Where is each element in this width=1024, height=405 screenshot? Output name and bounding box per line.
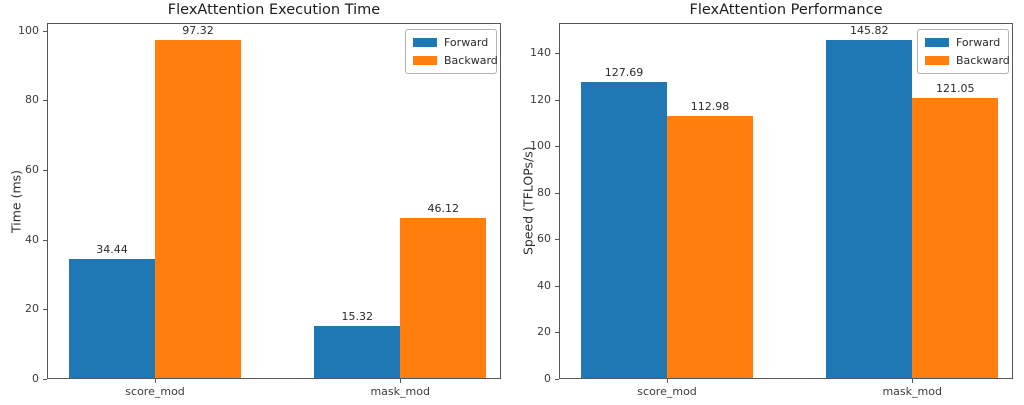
y-tick-mark [43,309,47,311]
chart-title: FlexAttention Execution Time [167,2,381,18]
bar-value-label: 127.69 [604,66,644,80]
bar-backward-score_mod [155,39,242,378]
legend-item-backward: Backward [413,54,498,67]
x-tick-label: mask_mod [370,385,430,398]
y-tick-mark [43,379,47,380]
y-tick-mark [555,53,559,55]
bar-forward-score_mod [69,259,156,378]
chart-title: FlexAttention Performance [689,2,883,18]
y-tick-label: 20 [25,302,39,316]
x-tick-label: score_mod [125,385,185,398]
y-tick-label: 40 [25,232,39,246]
y-axis-label: Time (ms) [8,169,24,233]
backward-color-swatch-icon [413,56,437,65]
y-tick-mark [555,379,559,380]
legend-label: Backward [956,54,1010,67]
y-tick-label: 60 [537,232,551,246]
x-tick-label: mask_mod [882,385,942,398]
legend-label: Backward [444,54,498,67]
bar-value-label: 121.05 [935,81,975,95]
y-tick-mark [555,146,559,148]
forward-color-swatch-icon [925,38,949,47]
y-tick-label: 100 [18,23,39,37]
legend: Forward Backward [917,29,1010,74]
y-tick-mark [43,169,47,171]
bar-value-label: 34.44 [96,243,128,257]
bar-forward-mask_mod [826,39,913,378]
bar-value-label: 46.12 [427,202,459,216]
legend-item-backward: Backward [925,54,1010,67]
y-tick-mark [43,239,47,241]
y-tick-mark [43,30,47,32]
x-tick-mark [400,379,402,383]
legend: Forward Backward [405,29,498,74]
bar-value-label: 112.98 [690,100,730,114]
bar-value-label: 97.32 [182,23,214,37]
x-tick-mark [667,379,669,383]
execution-time-chart: FlexAttention Execution Time Time (ms) 0… [8,2,501,398]
y-tick-label: 80 [25,93,39,107]
performance-chart: FlexAttention Performance Speed (TFLOPs/… [512,0,1024,405]
y-tick-mark [555,99,559,101]
bar-forward-mask_mod [314,325,401,378]
legend-label: Forward [956,36,1001,49]
bar-backward-mask_mod [912,97,999,378]
y-tick-label: 40 [537,278,551,292]
y-tick-label: 0 [544,372,551,385]
x-tick-mark [155,379,157,383]
x-tick-mark [912,379,914,383]
bar-value-label: 145.82 [849,23,889,37]
y-tick-label: 60 [25,162,39,176]
bar-value-label: 15.32 [341,309,373,323]
y-tick-mark [555,192,559,194]
forward-color-swatch-icon [413,38,437,47]
y-tick-label: 100 [530,139,551,153]
y-tick-mark [555,285,559,287]
y-tick-mark [555,239,559,241]
y-tick-label: 20 [537,325,551,339]
legend-label: Forward [444,36,489,49]
legend-item-forward: Forward [925,36,1001,49]
y-tick-mark [43,100,47,102]
x-tick-label: score_mod [637,385,697,398]
y-tick-label: 140 [530,46,551,60]
legend-item-forward: Forward [413,36,489,49]
bar-forward-score_mod [581,82,668,378]
bar-backward-mask_mod [400,218,487,378]
y-tick-label: 80 [537,185,551,199]
y-tick-mark [555,332,559,334]
bar-backward-score_mod [667,116,754,378]
y-tick-label: 120 [530,92,551,106]
y-tick-label: 0 [32,372,39,385]
backward-color-swatch-icon [925,56,949,65]
